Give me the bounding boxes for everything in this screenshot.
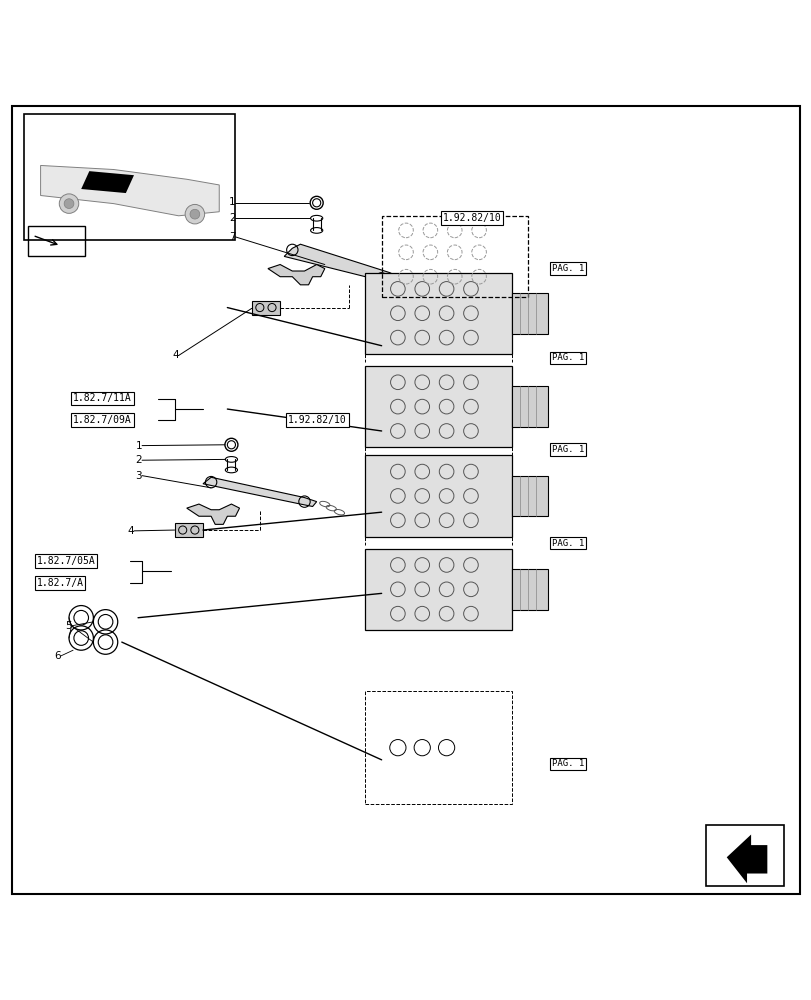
Polygon shape	[251, 301, 280, 315]
Circle shape	[185, 204, 204, 224]
Polygon shape	[174, 523, 203, 537]
Bar	[365, 455, 511, 537]
Bar	[706, 825, 783, 886]
Text: 1.82.7/05A: 1.82.7/05A	[36, 556, 95, 566]
Text: 1: 1	[135, 441, 142, 451]
Bar	[365, 273, 511, 354]
Polygon shape	[187, 504, 239, 524]
Text: 4: 4	[127, 526, 134, 536]
Text: 1: 1	[229, 197, 235, 207]
Circle shape	[190, 209, 200, 219]
Text: PAG. 1: PAG. 1	[551, 539, 584, 548]
Bar	[24, 114, 235, 240]
Bar	[511, 386, 547, 427]
Bar	[511, 293, 547, 334]
Text: PAG. 1: PAG. 1	[551, 353, 584, 362]
Text: 1.82.7/09A: 1.82.7/09A	[73, 415, 131, 425]
Text: PAG. 1: PAG. 1	[551, 264, 584, 273]
Polygon shape	[81, 171, 134, 193]
Text: 5: 5	[65, 621, 71, 631]
Text: 2: 2	[229, 213, 235, 223]
Text: PAG. 1: PAG. 1	[551, 445, 584, 454]
Text: 6: 6	[54, 651, 61, 661]
Polygon shape	[284, 244, 406, 285]
Bar	[365, 366, 511, 447]
Text: 2: 2	[135, 455, 142, 465]
Polygon shape	[203, 477, 316, 506]
Text: 1.92.82/10: 1.92.82/10	[288, 415, 346, 425]
Text: 1.92.82/10: 1.92.82/10	[442, 213, 500, 223]
Bar	[365, 549, 511, 630]
Text: 3: 3	[135, 471, 142, 481]
Text: 4: 4	[172, 350, 178, 360]
Circle shape	[59, 194, 79, 213]
Circle shape	[64, 199, 74, 208]
Text: 1.82.7/11A: 1.82.7/11A	[73, 393, 131, 403]
Bar	[28, 226, 85, 256]
Polygon shape	[41, 165, 219, 216]
Text: PAG. 1: PAG. 1	[551, 759, 584, 768]
Polygon shape	[726, 835, 766, 883]
Bar	[365, 691, 511, 804]
Bar	[511, 476, 547, 516]
Bar	[381, 216, 527, 297]
Text: 7: 7	[229, 232, 235, 242]
Text: 1.82.7/A: 1.82.7/A	[36, 578, 84, 588]
Bar	[511, 569, 547, 610]
Polygon shape	[268, 265, 324, 285]
